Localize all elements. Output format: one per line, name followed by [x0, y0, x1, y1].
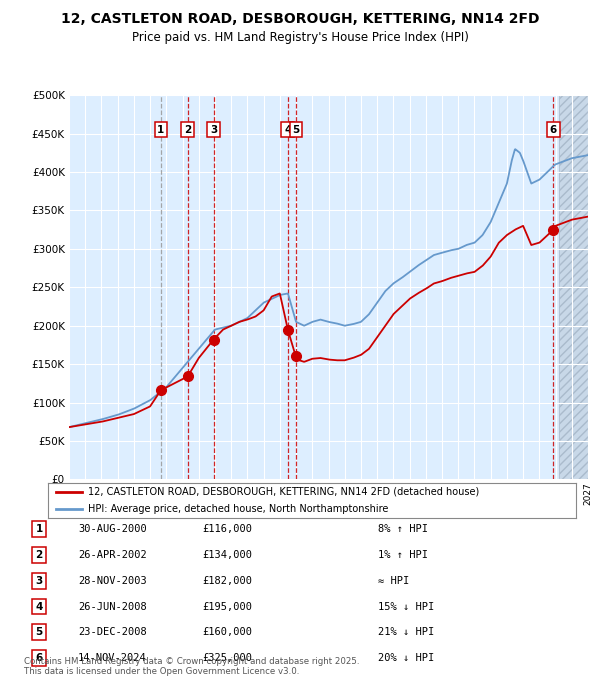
Text: HPI: Average price, detached house, North Northamptonshire: HPI: Average price, detached house, Nort… [88, 505, 388, 514]
Text: 6: 6 [35, 653, 43, 663]
Text: £182,000: £182,000 [202, 576, 252, 585]
Text: £160,000: £160,000 [202, 628, 252, 637]
Text: £325,000: £325,000 [202, 653, 252, 663]
Text: 1: 1 [35, 524, 43, 534]
Text: 4: 4 [35, 602, 43, 611]
Bar [559, 95, 588, 479]
Text: 21% ↓ HPI: 21% ↓ HPI [378, 628, 434, 637]
Text: 2: 2 [184, 124, 191, 135]
Text: ≈ HPI: ≈ HPI [378, 576, 409, 585]
Text: Contains HM Land Registry data © Crown copyright and database right 2025.: Contains HM Land Registry data © Crown c… [24, 658, 359, 666]
Text: 28-NOV-2003: 28-NOV-2003 [78, 576, 147, 585]
Text: 14-NOV-2024: 14-NOV-2024 [78, 653, 147, 663]
Text: 8% ↑ HPI: 8% ↑ HPI [378, 524, 428, 534]
Text: 12, CASTLETON ROAD, DESBOROUGH, KETTERING, NN14 2FD (detached house): 12, CASTLETON ROAD, DESBOROUGH, KETTERIN… [88, 487, 479, 496]
Text: 15% ↓ HPI: 15% ↓ HPI [378, 602, 434, 611]
Text: 26-JUN-2008: 26-JUN-2008 [78, 602, 147, 611]
Text: 6: 6 [550, 124, 557, 135]
Text: 30-AUG-2000: 30-AUG-2000 [78, 524, 147, 534]
Text: 23-DEC-2008: 23-DEC-2008 [78, 628, 147, 637]
Text: 5: 5 [35, 628, 43, 637]
Text: £195,000: £195,000 [202, 602, 252, 611]
Bar [559, 95, 588, 479]
Text: £116,000: £116,000 [202, 524, 252, 534]
Text: This data is licensed under the Open Government Licence v3.0.: This data is licensed under the Open Gov… [24, 667, 299, 676]
Text: 3: 3 [210, 124, 217, 135]
Text: 26-APR-2002: 26-APR-2002 [78, 550, 147, 560]
Text: 1: 1 [157, 124, 164, 135]
Text: 2: 2 [35, 550, 43, 560]
Text: 1% ↑ HPI: 1% ↑ HPI [378, 550, 428, 560]
Text: 3: 3 [35, 576, 43, 585]
Text: 4: 4 [284, 124, 292, 135]
Text: £134,000: £134,000 [202, 550, 252, 560]
Text: 20% ↓ HPI: 20% ↓ HPI [378, 653, 434, 663]
Text: 5: 5 [292, 124, 299, 135]
Text: 12, CASTLETON ROAD, DESBOROUGH, KETTERING, NN14 2FD: 12, CASTLETON ROAD, DESBOROUGH, KETTERIN… [61, 12, 539, 27]
Text: Price paid vs. HM Land Registry's House Price Index (HPI): Price paid vs. HM Land Registry's House … [131, 31, 469, 44]
